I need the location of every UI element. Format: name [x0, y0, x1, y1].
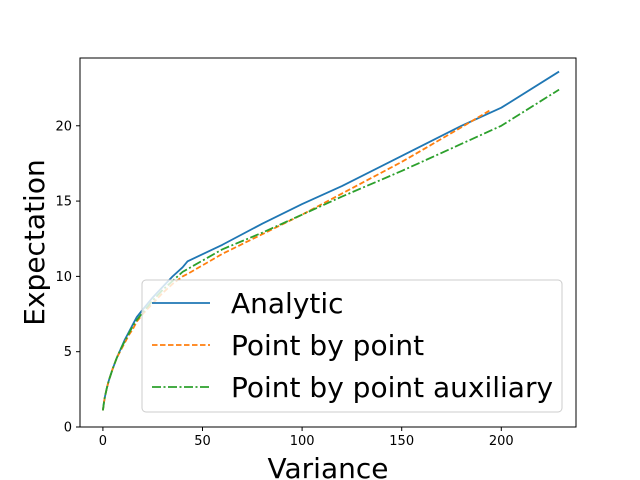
series-line-3 — [102, 88, 560, 411]
y-axis-ticks: 0 5 10 15 20 — [55, 119, 80, 436]
series-line-2 — [102, 109, 490, 411]
y-tick-label: 10 — [55, 270, 72, 285]
x-tick-label: 0 — [99, 434, 107, 449]
legend-label-1: Analytic — [231, 287, 344, 320]
y-tick-label: 0 — [64, 421, 72, 436]
x-axis-title: Variance — [268, 452, 389, 480]
legend-label-2: Point by point — [231, 329, 424, 362]
legend-label-3: Point by point auxiliary — [231, 371, 553, 404]
x-tick-label: 100 — [290, 434, 315, 449]
y-tick-label: 20 — [55, 119, 72, 134]
x-tick-label: 150 — [389, 434, 414, 449]
x-tick-label: 50 — [194, 434, 211, 449]
y-tick-label: 5 — [64, 345, 72, 360]
y-axis-title: Expectation — [18, 159, 51, 325]
y-tick-label: 15 — [55, 195, 72, 210]
legend: Analytic Point by point Point by point aux… — [141, 279, 563, 413]
legend-box — [141, 279, 563, 413]
axes-frame — [79, 57, 577, 428]
x-axis-ticks: 0 50 100 150 200 — [99, 427, 514, 449]
x-tick-label: 200 — [489, 434, 514, 449]
